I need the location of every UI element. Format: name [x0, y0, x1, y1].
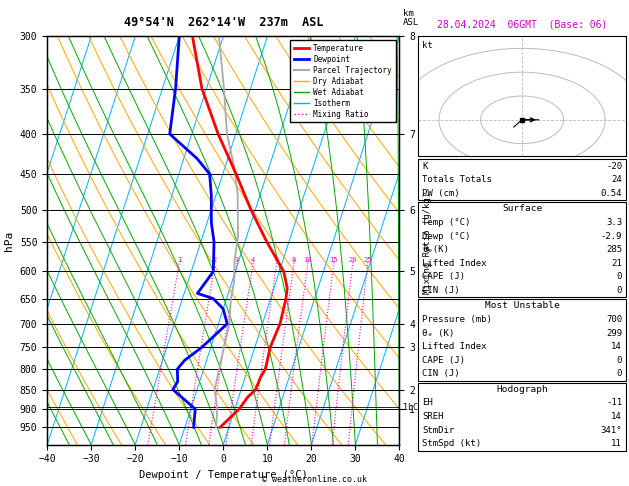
Text: CIN (J): CIN (J)	[422, 369, 460, 379]
Text: 0: 0	[616, 286, 622, 295]
Text: 24: 24	[611, 175, 622, 184]
Text: 299: 299	[606, 329, 622, 338]
Text: CIN (J): CIN (J)	[422, 286, 460, 295]
Text: Most Unstable: Most Unstable	[485, 301, 559, 311]
Text: 8: 8	[292, 257, 296, 263]
Text: Hodograph: Hodograph	[496, 385, 548, 394]
Legend: Temperature, Dewpoint, Parcel Trajectory, Dry Adiabat, Wet Adiabat, Isotherm, Mi: Temperature, Dewpoint, Parcel Trajectory…	[290, 40, 396, 122]
Text: 0: 0	[616, 272, 622, 281]
Text: 700: 700	[606, 315, 622, 324]
Text: 14: 14	[611, 412, 622, 421]
Text: Temp (°C): Temp (°C)	[422, 218, 470, 227]
Text: kt: kt	[423, 41, 433, 50]
Text: 25: 25	[364, 257, 372, 263]
Text: StmDir: StmDir	[422, 426, 454, 434]
Text: Totals Totals: Totals Totals	[422, 175, 492, 184]
Text: 2: 2	[213, 257, 217, 263]
Text: StmSpd (kt): StmSpd (kt)	[422, 439, 481, 448]
Text: 4: 4	[251, 257, 255, 263]
Text: Lifted Index: Lifted Index	[422, 342, 487, 351]
Text: 6: 6	[275, 257, 279, 263]
Text: 28.04.2024  06GMT  (Base: 06): 28.04.2024 06GMT (Base: 06)	[437, 19, 607, 29]
Text: Lifted Index: Lifted Index	[422, 259, 487, 268]
Text: 285: 285	[606, 245, 622, 254]
Text: SREH: SREH	[422, 412, 443, 421]
Text: CAPE (J): CAPE (J)	[422, 272, 465, 281]
X-axis label: Dewpoint / Temperature (°C): Dewpoint / Temperature (°C)	[139, 470, 308, 480]
Text: 3: 3	[235, 257, 239, 263]
Text: EH: EH	[422, 399, 433, 407]
Text: Surface: Surface	[502, 205, 542, 213]
Text: Pressure (mb): Pressure (mb)	[422, 315, 492, 324]
Text: 0: 0	[616, 356, 622, 365]
Text: CAPE (J): CAPE (J)	[422, 356, 465, 365]
Text: 21: 21	[611, 259, 622, 268]
Text: K: K	[422, 162, 428, 171]
Text: 3.3: 3.3	[606, 218, 622, 227]
Text: 0: 0	[616, 369, 622, 379]
Text: -11: -11	[606, 399, 622, 407]
Text: 49°54'N  262°14'W  237m  ASL: 49°54'N 262°14'W 237m ASL	[123, 16, 323, 29]
Text: 15: 15	[330, 257, 338, 263]
Text: 1LCL: 1LCL	[403, 402, 423, 412]
Text: 341°: 341°	[601, 426, 622, 434]
Text: Dewp (°C): Dewp (°C)	[422, 231, 470, 241]
Text: θₑ (K): θₑ (K)	[422, 329, 454, 338]
Text: 0.54: 0.54	[601, 189, 622, 198]
Text: -20: -20	[606, 162, 622, 171]
Text: θₑ(K): θₑ(K)	[422, 245, 449, 254]
Y-axis label: hPa: hPa	[4, 230, 14, 251]
Text: 10: 10	[304, 257, 312, 263]
Text: PW (cm): PW (cm)	[422, 189, 460, 198]
Text: 14: 14	[611, 342, 622, 351]
Text: 20: 20	[348, 257, 357, 263]
Text: -2.9: -2.9	[601, 231, 622, 241]
Text: 1: 1	[177, 257, 182, 263]
Text: 11: 11	[611, 439, 622, 448]
Text: Mixing Ratio (g/kg): Mixing Ratio (g/kg)	[423, 192, 432, 294]
Text: © weatheronline.co.uk: © weatheronline.co.uk	[262, 474, 367, 484]
Text: km
ASL: km ASL	[403, 9, 419, 27]
